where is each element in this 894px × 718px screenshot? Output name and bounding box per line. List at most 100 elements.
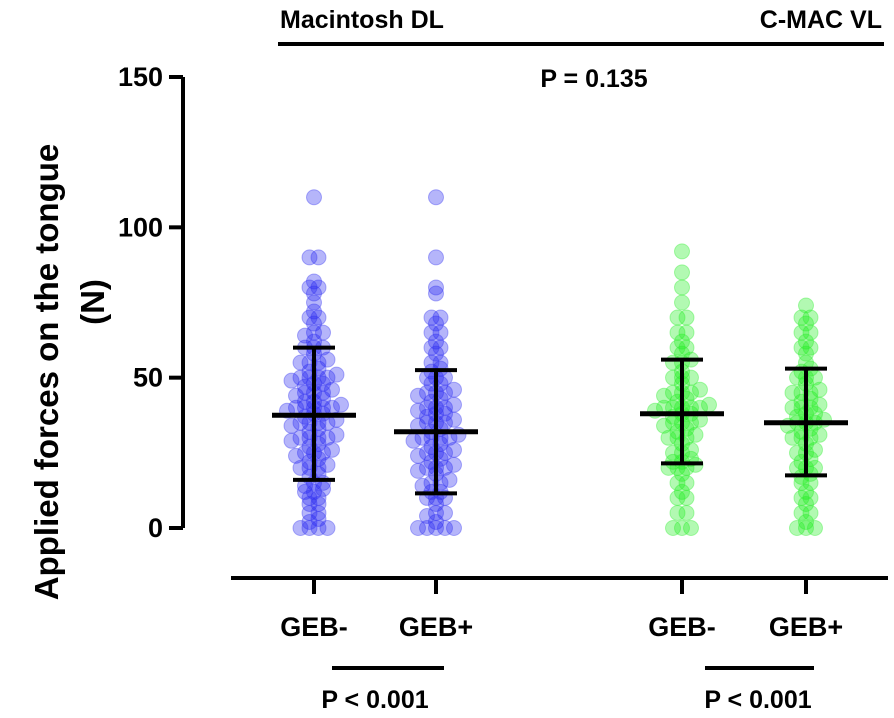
data-point (310, 510, 327, 527)
data-point (292, 429, 309, 446)
data-point (802, 504, 819, 521)
x-tick-label: GEB- (648, 612, 716, 642)
x-tick-label: GEB+ (769, 612, 843, 642)
data-point (310, 279, 327, 296)
data-point (428, 333, 444, 350)
data-point (306, 294, 322, 311)
data-point (437, 504, 453, 521)
data-point (301, 495, 318, 512)
bottom-p-value-macintosh: P < 0.001 (321, 686, 428, 714)
data-point (678, 489, 695, 506)
data-point (319, 351, 336, 368)
group-label-macintosh: Macintosh DL (280, 6, 444, 34)
data-point (665, 520, 681, 536)
data-point (678, 474, 695, 491)
data-point (798, 495, 814, 512)
data-point (674, 279, 690, 296)
x-tick-label: GEB+ (399, 612, 473, 642)
data-point (687, 426, 704, 443)
y-tick-label: 150 (118, 62, 163, 92)
data-point (410, 447, 426, 464)
data-point (669, 474, 686, 491)
plot-area (272, 189, 848, 536)
data-point (793, 324, 810, 341)
data-point (701, 396, 717, 413)
data-point (301, 520, 318, 536)
data-point (441, 471, 458, 488)
data-point (428, 189, 444, 206)
x-tick-labels: GEB- GEB+ GEB- GEB+ (280, 578, 843, 642)
data-point (446, 456, 462, 473)
data-point (324, 381, 340, 398)
data-point (283, 417, 300, 434)
data-point (428, 249, 444, 266)
data-point (678, 339, 695, 356)
data-point (283, 432, 300, 449)
y-tick-label: 50 (133, 363, 163, 393)
data-point (310, 249, 327, 266)
data-point (669, 504, 686, 521)
data-point (410, 462, 426, 479)
data-point (423, 309, 440, 326)
data-point (446, 381, 462, 398)
data-point (674, 520, 690, 536)
data-point (428, 279, 444, 296)
data-point (428, 513, 444, 530)
data-point (784, 429, 801, 446)
data-point (292, 354, 309, 371)
data-point (807, 520, 823, 536)
data-point (784, 399, 801, 416)
data-point (315, 324, 331, 341)
data-point (301, 309, 318, 326)
data-point (410, 387, 426, 404)
data-point (446, 396, 462, 413)
data-point (802, 489, 819, 506)
data-point (428, 285, 444, 302)
data-point (798, 345, 814, 362)
data-point (301, 279, 318, 296)
data-point (802, 339, 819, 356)
data-point (674, 465, 690, 482)
data-point (297, 483, 313, 500)
data-point (660, 429, 677, 446)
data-point (802, 324, 819, 341)
data-point (446, 520, 462, 536)
data-point (319, 369, 336, 386)
top-p-value: P = 0.135 (540, 65, 647, 93)
data-point (798, 513, 814, 530)
data-point (310, 309, 327, 326)
data-point (692, 381, 708, 398)
data-point (319, 520, 336, 536)
data-point (811, 426, 828, 443)
data-point (428, 504, 444, 521)
group-label-cmac: C-MAC VL (760, 6, 882, 34)
data-point (798, 297, 814, 314)
y-axis: 0 50 100 150 (118, 62, 185, 543)
data-point (674, 294, 690, 311)
data-point (324, 441, 340, 458)
data-point (306, 273, 322, 290)
data-point (301, 489, 318, 506)
data-point (306, 315, 322, 332)
data-point (301, 504, 318, 521)
data-point (674, 243, 690, 260)
data-point (306, 303, 322, 320)
data-point (319, 429, 336, 446)
data-point (446, 441, 462, 458)
data-point (310, 520, 327, 536)
data-point (428, 345, 444, 362)
data-point (297, 327, 313, 344)
data-point (793, 504, 810, 521)
data-point (432, 324, 449, 341)
data-point (319, 456, 336, 473)
data-point (437, 520, 453, 536)
data-point (669, 339, 686, 356)
data-point (419, 520, 435, 536)
y-axis-unit: (N) (74, 279, 111, 325)
data-point (288, 387, 304, 404)
data-point (283, 372, 300, 389)
data-point (306, 324, 322, 341)
y-tick-label: 100 (118, 212, 163, 242)
data-point (333, 396, 349, 413)
